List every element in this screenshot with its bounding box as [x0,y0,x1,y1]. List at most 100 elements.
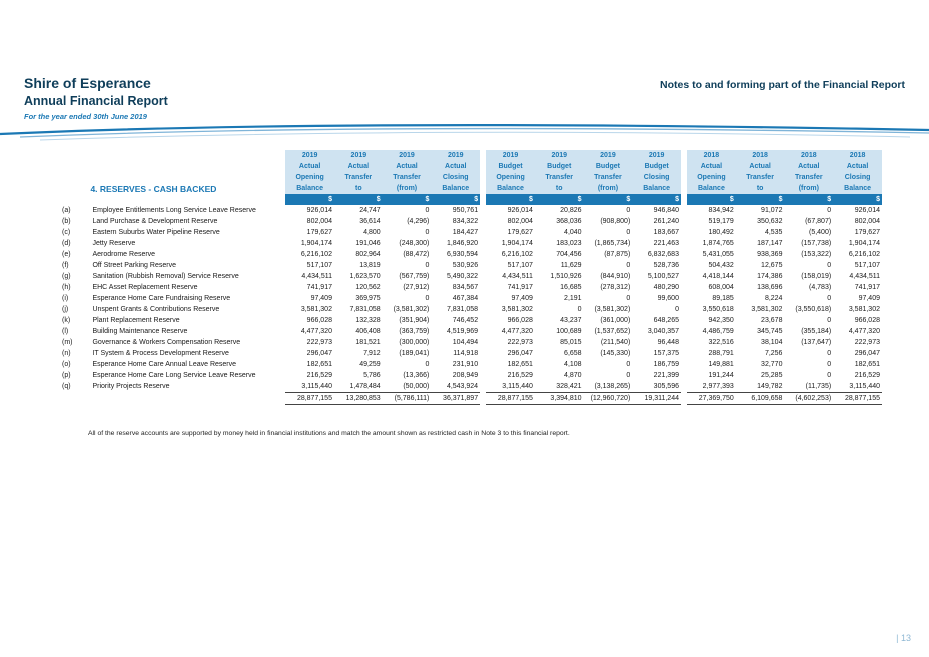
value-cell: 966,028 [854,316,880,324]
column-header: (from) [583,183,633,194]
column-header: (from) [382,183,432,194]
value-cell: 648,265 [653,316,679,324]
value-cell: (211,540) [600,338,631,346]
column-header: 2019 [486,150,535,161]
column-header: Balance [431,183,481,194]
value-cell: 368,036 [556,217,582,225]
value-cell: 261,240 [653,217,679,225]
value-cell: 149,881 [708,360,734,368]
column-header: to [333,183,383,194]
column-gap [680,161,688,172]
value-cell: 322,516 [708,338,734,346]
value-cell: (3,550,618) [795,305,832,313]
reserve-name: Esperance Home Care Fundraising Reserve [92,294,231,302]
value-cell: 1,874,765 [702,239,734,247]
value-cell: 4,418,144 [702,272,734,280]
table-row: (f) Off Street Parking Reserve 517,107 13,8… [60,260,882,271]
currency-symbol: $ [784,194,834,205]
value-cell: 938,369 [757,250,783,258]
value-cell: 834,942 [708,206,734,214]
value-cell: (351,904) [399,316,430,324]
row-letter: (l) [62,327,69,335]
value-cell: 328,421 [556,382,582,390]
reserve-name: Aerodrome Reserve [92,250,156,258]
value-cell: 517,107 [306,261,332,269]
column-header: Actual [431,161,481,172]
value-cell: (27,912) [403,283,430,291]
table-row: (k) Plant Replacement Reserve 966,028 132,3… [60,315,882,326]
header-spacer [60,183,91,194]
value-cell: 149,782 [757,382,783,390]
total-cell: 36,371,897 [431,392,481,405]
header-row: Actual Actual Actual Actual Budget Budget Budg… [60,161,882,172]
table-row: (a) Employee Entitlements Long Service Le… [60,205,882,216]
value-cell: 480,290 [653,283,679,291]
value-cell: 950,761 [452,206,479,214]
reserve-name: Plant Replacement Reserve [92,316,180,324]
row-letter: (h) [62,283,71,291]
value-cell: 231,910 [452,360,479,368]
table-row: (i) Esperance Home Care Fundraising Reser… [60,293,882,304]
value-cell: 0 [626,228,631,236]
column-header: Transfer [333,172,383,183]
totals-spacer [60,393,90,405]
value-cell: 157,375 [653,349,679,357]
value-cell: 221,463 [653,239,679,247]
value-cell: 3,581,302 [751,305,783,313]
value-cell: 216,529 [507,371,533,379]
reserve-name: Esperance Home Care Annual Leave Reserve [92,360,237,368]
value-cell: (4,783) [808,283,832,291]
value-cell: 746,452 [452,316,479,324]
value-cell: (5,400) [808,228,832,236]
value-cell: 1,904,174 [300,239,332,247]
header-row: 4. RESERVES - CASH BACKED Balance to (from)… [60,183,882,194]
column-gap [480,194,487,205]
value-cell: 222,973 [507,338,533,346]
value-cell: 181,521 [355,338,381,346]
value-cell: 4,870 [564,371,582,379]
row-letter: (i) [62,294,69,302]
header-row: $ $ $ $ $ $ $ $ $ $ $ $ [60,194,882,205]
value-cell: 216,529 [854,371,880,379]
total-cell: 28,877,155 [285,392,334,405]
table-row: (l) Building Maintenance Reserve 4,477,320… [60,326,882,337]
row-letter: (g) [62,272,71,280]
value-cell: 97,409 [511,294,533,302]
table-row: (j) Unspent Grants & Contributions Reserv… [60,304,882,315]
value-cell: 3,550,618 [702,305,734,313]
total-cell: 6,109,658 [735,392,785,405]
row-letter: (q) [62,382,71,390]
column-header: Budget [534,161,584,172]
header-spacer [60,161,91,172]
table-header: 2019 2019 2019 2019 2019 2019 2019 2019 2018 2018… [60,150,882,205]
value-cell: 0 [626,206,631,214]
value-cell: 926,014 [306,206,332,214]
value-cell: 3,115,440 [502,382,533,390]
column-header: Closing [632,172,681,183]
column-header: (from) [784,183,834,194]
value-cell: 36,614 [359,217,381,225]
value-cell: 4,477,320 [300,327,332,335]
value-cell: (248,300) [399,239,430,247]
reserve-name: Priority Projects Reserve [92,382,170,390]
currency-symbol: $ [583,194,633,205]
value-cell: 6,216,102 [300,250,332,258]
value-cell: 6,658 [564,349,582,357]
value-cell: 4,486,759 [702,327,734,335]
value-cell: (13,366) [403,371,430,379]
column-header: to [735,183,785,194]
row-letter: (e) [62,250,71,258]
column-gap [680,172,688,183]
value-cell: 7,831,058 [446,305,479,313]
column-gap [680,183,688,194]
total-cell: 27,369,750 [687,392,736,405]
value-cell: (3,581,302) [594,305,631,313]
column-header: Opening [285,172,334,183]
value-cell: 222,973 [854,338,880,346]
header-row: Opening Transfer Transfer Closing Opening Tra… [60,172,882,183]
value-cell: 222,973 [306,338,332,346]
report-title: Annual Financial Report [24,94,168,108]
value-cell: 942,350 [708,316,734,324]
column-header: Closing [431,172,481,183]
value-cell: 3,040,357 [647,327,679,335]
